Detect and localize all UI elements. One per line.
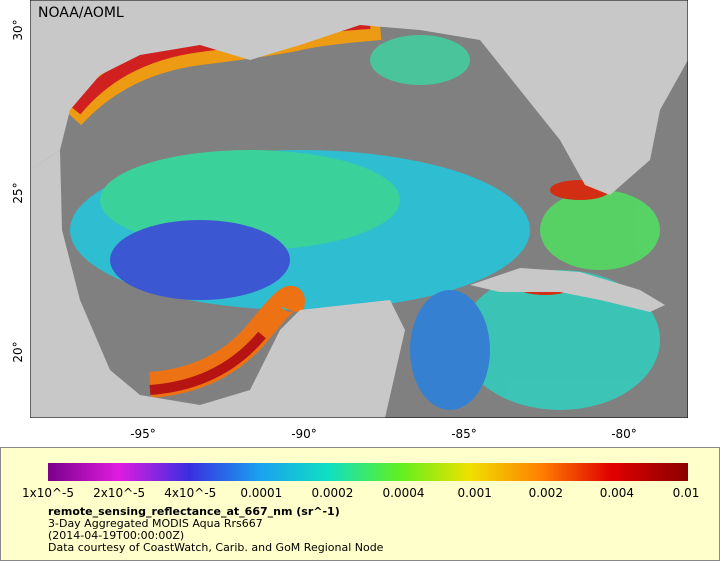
legend-line: Data courtesy of CoastWatch, Carib. and … [48,541,384,554]
colorbar-label: 0.01 [673,486,700,500]
legend-line: (2014-04-19T00:00:00Z) [48,529,184,542]
colorbar-label: 0.002 [529,486,563,500]
colorbar [48,463,688,481]
colorbar-label: 2x10^-5 [93,486,145,500]
land-mexico [30,150,405,418]
map [30,0,688,418]
colorbar-label: 4x10^-5 [164,486,216,500]
land-cuba [470,268,665,312]
land-north [30,0,688,195]
lat-label: 30° [11,19,25,40]
legend-line: 3-Day Aggregated MODIS Aqua Rrs667 [48,517,263,530]
data-layer [58,10,660,410]
legend-panel: remote_sensing_reflectance_at_667_nm (sr… [0,447,720,561]
colorbar-label: 0.0001 [240,486,282,500]
credit: NOAA/AOML [38,5,124,21]
colorbar-label: 0.0004 [383,486,425,500]
lat-label: 20° [11,341,25,362]
colorbar-label: 0.001 [457,486,491,500]
lon-label: -85° [451,427,477,441]
atlantic [668,110,688,418]
colorbar-label: 1x10^-5 [22,486,74,500]
lon-label: -95° [130,427,156,441]
legend-title: remote_sensing_reflectance_at_667_nm (sr… [48,505,340,518]
lon-label: -80° [611,427,637,441]
lon-label: -90° [291,427,317,441]
colorbar-label: 0.0002 [311,486,353,500]
colorbar-label: 0.004 [600,486,634,500]
credit-bg [34,3,134,23]
lat-label: 25° [11,182,25,203]
